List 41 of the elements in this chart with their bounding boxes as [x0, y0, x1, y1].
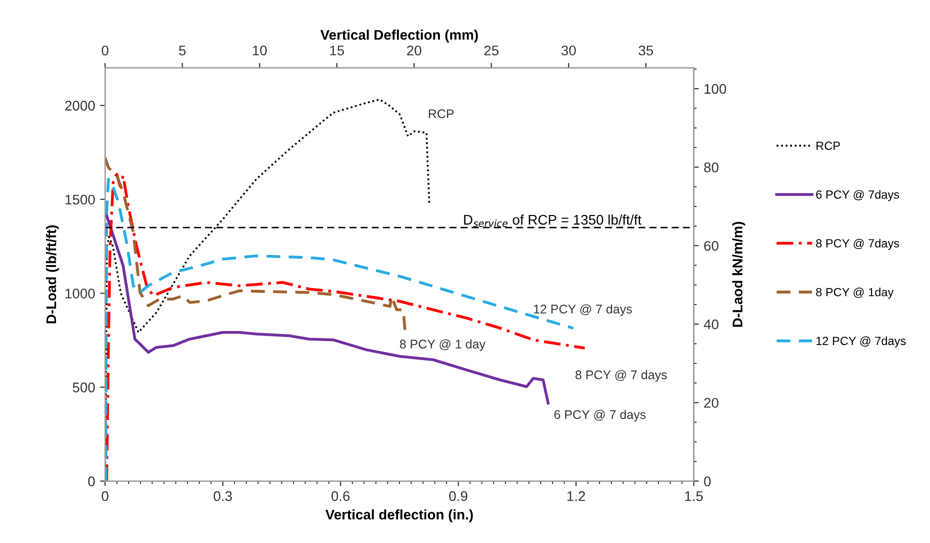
- x2-tick-label: 25: [484, 46, 499, 56]
- x-tick-label: 0.9: [449, 491, 468, 502]
- legend-label: RCP: [816, 142, 840, 150]
- x2-tick-label: 20: [407, 46, 422, 56]
- x2-tick-label: 5: [179, 46, 186, 56]
- x2-tick-label: 0: [102, 46, 108, 56]
- y-axis-title: D-Load (lb/ft/ft): [46, 225, 59, 324]
- y2-tick-label: 20: [704, 398, 718, 408]
- legend-label: 6 PCY @ 7days: [816, 190, 900, 202]
- annotation: 12 PCY @ 7 days: [534, 304, 632, 316]
- x2-tick-label: 15: [330, 46, 344, 56]
- y-tick-label: 500: [72, 382, 95, 392]
- x-tick-label: 0.6: [331, 491, 350, 502]
- annotation: 8 PCY @ 1 day: [400, 339, 486, 351]
- y-tick-label: 2000: [65, 100, 95, 111]
- x-axis-title: Vertical deflection (in.): [325, 509, 473, 522]
- x-tick-label: 0.3: [214, 491, 232, 502]
- y2-tick-label: 100: [704, 84, 726, 94]
- legend-label: 8 PCY @ 7days: [816, 238, 900, 250]
- x2-axis-title: Vertical Deflection (mm): [320, 30, 478, 43]
- y2-tick-label: 0: [704, 476, 711, 486]
- line-series: [105, 156, 406, 332]
- y2-axis-title: D-Laod kN/m/m): [732, 222, 746, 327]
- legend-label: 12 PCY @ 7days: [816, 336, 906, 348]
- legend-label: 8 PCY @ 1day: [816, 288, 894, 299]
- x-tick-label: 1.2: [567, 491, 585, 501]
- y2-tick-label: 40: [704, 319, 718, 330]
- annotation: 6 PCY @ 7 days: [554, 410, 646, 422]
- x2-tick-label: 35: [638, 46, 654, 56]
- y-tick-label: 1000: [66, 288, 95, 298]
- y-tick-label: 0: [88, 476, 95, 486]
- annotation: 8 PCY @ 7 days: [575, 370, 667, 382]
- x2-tick-label: 10: [252, 46, 267, 56]
- ref-line-label: D$_{service}$ of RCP = 1350 lb/ft/ft: [464, 214, 642, 227]
- y2-tick-label: 60: [704, 240, 718, 251]
- x2-tick-label: 30: [561, 46, 576, 56]
- y-tick-label: 1500: [66, 194, 95, 205]
- annotation: RCP: [428, 109, 454, 118]
- y2-tick-label: 80: [704, 162, 718, 172]
- x-tick-label: 0: [102, 491, 108, 502]
- x-tick-label: 1.5: [685, 491, 703, 502]
